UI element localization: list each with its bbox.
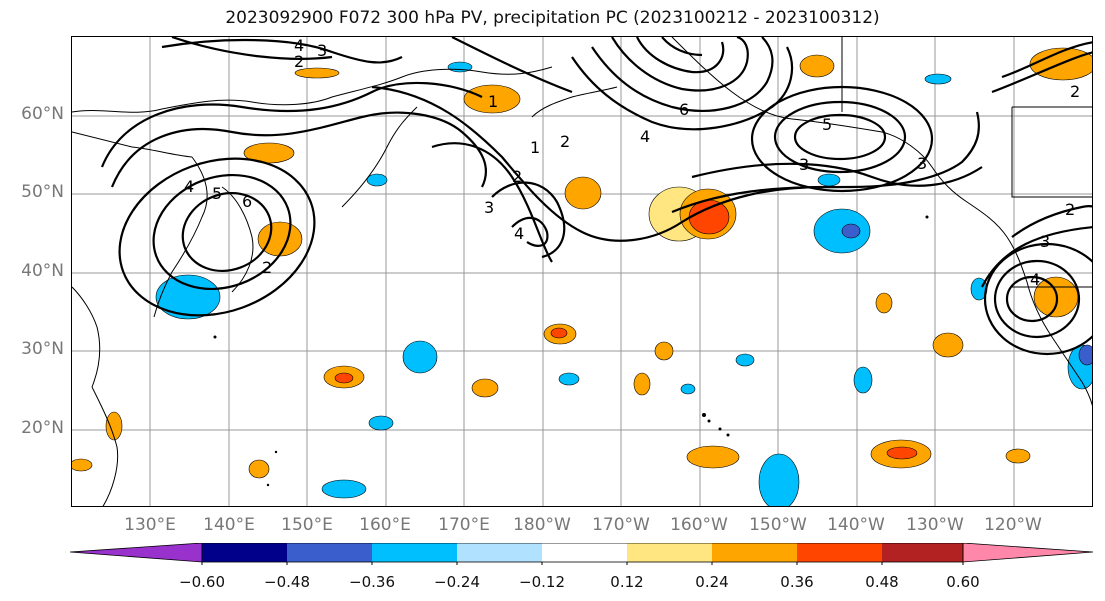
contour-label: 3 (799, 155, 809, 174)
colorbar-tick-label: 0.36 (780, 573, 814, 591)
contour-label: 3 (917, 154, 927, 173)
colorbar-segment (882, 543, 963, 562)
coastlines (72, 37, 1092, 506)
contour-label: 2 (294, 52, 304, 71)
lon-label-160w: 160°W (670, 515, 728, 535)
colorbar-tick-label: −0.48 (264, 573, 310, 591)
contour-label: 3 (317, 41, 327, 60)
lat-label-20n: 20°N (21, 418, 64, 438)
pv-contours (100, 37, 1092, 356)
chart-title: 2023092900 F072 300 hPa PV, precipitatio… (225, 8, 880, 28)
lon-label-120w: 120°W (984, 515, 1042, 535)
colorbar-tick-label: 0.48 (865, 573, 899, 591)
contour-label: 6 (242, 192, 252, 211)
contour-label: 3 (1040, 232, 1050, 251)
contour-label: 4 (640, 127, 650, 146)
contour-label: 2 (1065, 200, 1075, 219)
contour-label: 5 (822, 115, 832, 134)
islands (213, 215, 929, 487)
lat-label-30n: 30°N (21, 339, 64, 359)
colorbar-tick-label: 0.24 (695, 573, 729, 591)
contour-label: 4 (184, 177, 194, 196)
colorbar (70, 543, 1094, 565)
lat-label-50n: 50°N (21, 182, 64, 202)
colorbar-segment (202, 543, 287, 562)
map-panel: 4 3 2 1 2 6 4 5 3 1 2 3 4 4 5 6 2 2 3 4 … (71, 36, 1093, 507)
contour-label: 3 (484, 198, 494, 217)
lat-label-40n: 40°N (21, 261, 64, 281)
lon-label-170e: 170°E (438, 515, 490, 535)
colorbar-extend-low (70, 543, 203, 563)
contour-labels: 4 3 2 1 2 6 4 5 3 1 2 3 4 4 5 6 2 2 3 4 … (184, 37, 1080, 289)
contour-label: 2 (262, 258, 272, 277)
lon-label-130e: 130°E (124, 515, 176, 535)
colorbar-segment (542, 543, 627, 562)
precip-positive-anomalies (72, 47, 1092, 479)
colorbar-segment (457, 543, 542, 562)
colorbar-tick-label: −0.24 (434, 573, 480, 591)
colorbar-segment (797, 543, 882, 562)
colorbar-tick-label: −0.60 (179, 573, 225, 591)
colorbar-tick-label: −0.36 (349, 573, 395, 591)
contour-label: 6 (679, 100, 689, 119)
contour-label: 4 (294, 37, 304, 55)
colorbar-tick-label: 0.12 (610, 573, 644, 591)
lon-label-150e: 150°E (281, 515, 333, 535)
map-canvas: 4 3 2 1 2 6 4 5 3 1 2 3 4 4 5 6 2 2 3 4 … (72, 37, 1092, 506)
contour-label: 5 (212, 184, 222, 203)
contour-label: 2 (512, 167, 522, 186)
colorbar-tick-label: −0.12 (519, 573, 565, 591)
lon-label-140e: 140°E (203, 515, 255, 535)
lon-label-140w: 140°W (827, 515, 885, 535)
contour-label: 2 (1070, 82, 1080, 101)
contour-label: 4 (514, 224, 524, 243)
colorbar-segment (372, 543, 457, 562)
contour-label: 1 (530, 138, 540, 157)
lon-label-170w: 170°W (592, 515, 650, 535)
colorbar-extend-high (962, 543, 1094, 563)
contour-label: 4 (1030, 270, 1040, 289)
colorbar-segment (627, 543, 712, 562)
graticule (72, 37, 1092, 506)
lon-label-150w: 150°W (749, 515, 807, 535)
lon-label-130w: 130°W (906, 515, 964, 535)
contour-label: 2 (560, 132, 570, 151)
lon-label-180w: 180°W (513, 515, 571, 535)
contour-label: 1 (488, 92, 498, 111)
lat-label-60n: 60°N (21, 104, 64, 124)
lon-label-160e: 160°E (359, 515, 411, 535)
colorbar-tick-label: 0.60 (946, 573, 980, 591)
colorbar-segment (712, 543, 797, 562)
colorbar-segment (287, 543, 372, 562)
precip-negative-anomalies (155, 61, 1092, 506)
